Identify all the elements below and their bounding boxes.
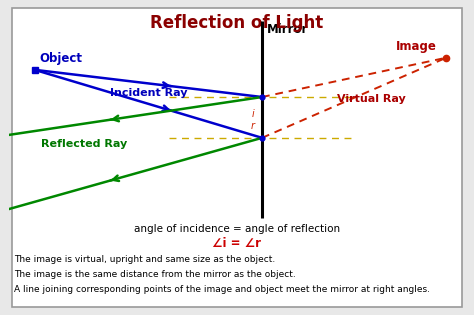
Text: A line joining corresponding points of the image and object meet the mirror at r: A line joining corresponding points of t… xyxy=(14,285,430,294)
Text: ∠i = ∠r: ∠i = ∠r xyxy=(212,237,262,250)
Text: angle of incidence = angle of reflection: angle of incidence = angle of reflection xyxy=(134,224,340,234)
Text: The image is the same distance from the mirror as the object.: The image is the same distance from the … xyxy=(14,270,296,279)
Text: Object: Object xyxy=(39,52,82,65)
Text: i: i xyxy=(252,109,255,119)
Text: Image: Image xyxy=(396,40,437,53)
Text: The image is virtual, upright and same size as the object.: The image is virtual, upright and same s… xyxy=(14,255,275,264)
Text: Incident Ray: Incident Ray xyxy=(109,88,187,98)
Text: Mirror: Mirror xyxy=(266,23,308,36)
Text: Virtual Ray: Virtual Ray xyxy=(337,94,406,104)
Text: Reflected Ray: Reflected Ray xyxy=(41,139,128,149)
Text: r: r xyxy=(251,121,255,131)
Text: Reflection of Light: Reflection of Light xyxy=(150,14,324,32)
